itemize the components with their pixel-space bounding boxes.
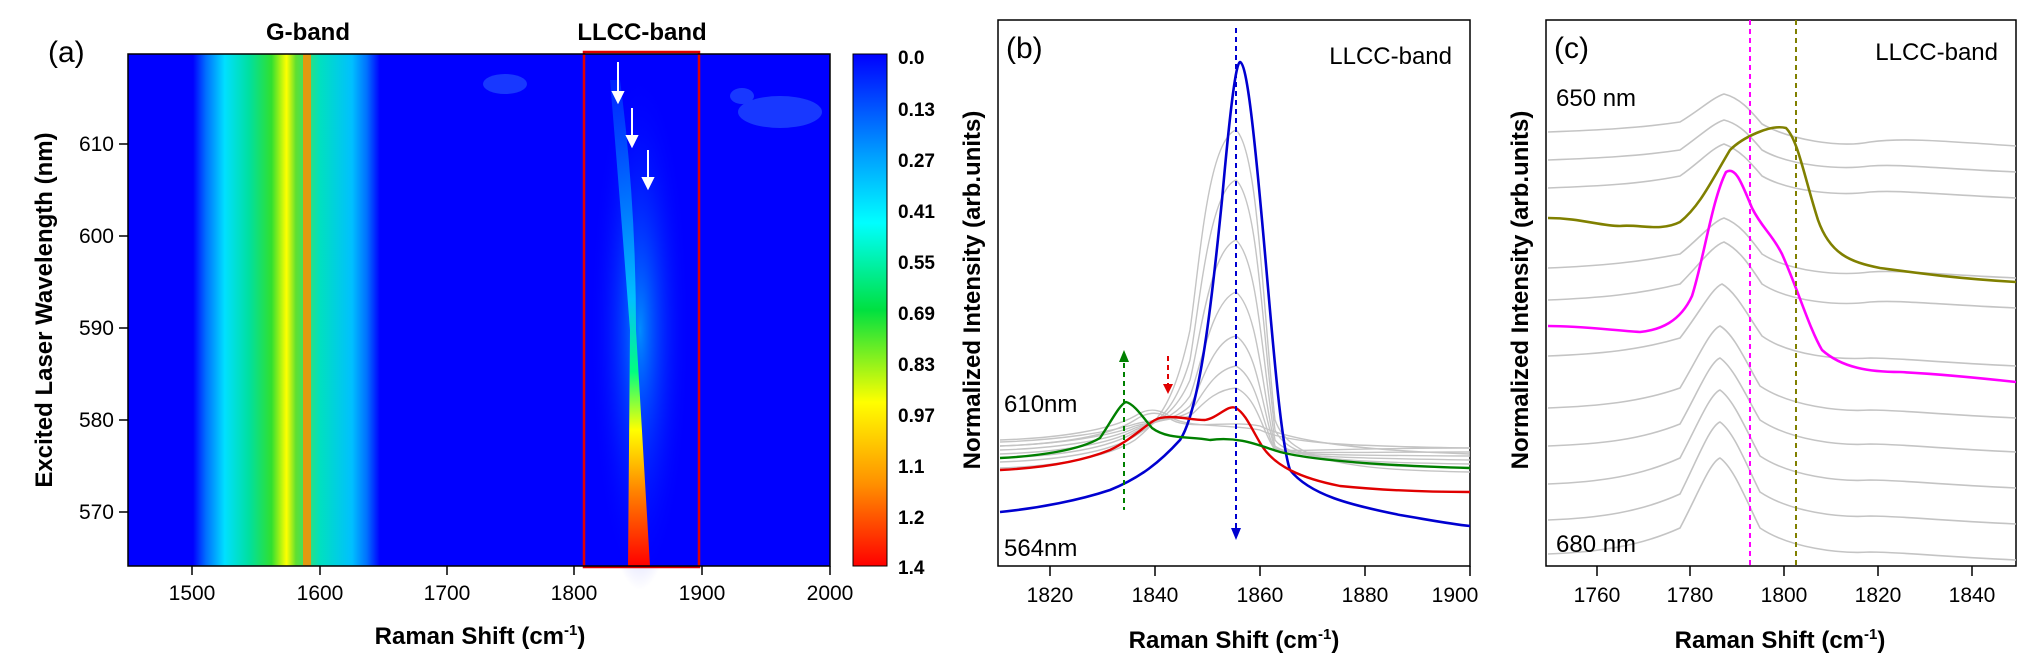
c-series-magenta: [1547, 169, 2017, 384]
g-band-stripe: [193, 54, 380, 566]
colorbar: 0.0 0.13 0.27 0.41 0.55 0.69 0.83 0.97 1…: [852, 48, 935, 579]
cbar-tick-2: 0.27: [898, 151, 935, 172]
panel-a-x-axis: 1500 1600 1700 1800 1900 2000: [169, 566, 854, 605]
cbar-tick-6: 0.83: [898, 355, 935, 376]
b-series-mid: [999, 406, 1471, 494]
panel-b: (b) LLCC-band 610nm 564nm: [959, 19, 1479, 654]
panel-a: (a) G-band LLCC-band: [31, 19, 935, 650]
a-ytick-610: 610: [79, 133, 114, 156]
a-ytick-570: 570: [79, 501, 114, 524]
noise-blob-1: [483, 74, 527, 94]
a-xtick-1600: 1600: [297, 582, 344, 605]
panel-c: (c) LLCC-band 650 nm 680 nm: [1507, 19, 2017, 654]
a-y-axis-label: Excited Laser Wavelength (nm): [31, 132, 58, 487]
cbar-tick-7: 0.97: [898, 406, 935, 427]
panel-b-label: (b): [1006, 32, 1043, 65]
c-annotation-650nm: 650 nm: [1556, 85, 1636, 112]
llcc-highlight-box: [582, 50, 701, 569]
c-xtick-1820: 1820: [1855, 584, 1902, 607]
a-xtick-1800: 1800: [551, 582, 598, 605]
panel-c-title: LLCC-band: [1875, 39, 1998, 66]
b-annotation-564nm: 564nm: [1004, 535, 1077, 562]
cbar-tick-5: 0.69: [898, 304, 935, 325]
b-xtick-1860: 1860: [1237, 584, 1284, 607]
b-xtick-1880: 1880: [1342, 584, 1389, 607]
b-x-axis-label: Raman Shift (cm-1): [1129, 626, 1340, 654]
b-marker-lines: [1119, 28, 1241, 540]
panel-b-title: LLCC-band: [1329, 43, 1452, 70]
noise-blob-3: [730, 88, 754, 104]
cbar-tick-4: 0.55: [898, 253, 935, 274]
b-gray-spectra: [999, 129, 1471, 473]
cbar-tick-3: 0.41: [898, 202, 935, 223]
llcc-band-label: LLCC-band: [577, 19, 706, 46]
llcc-band-glow: [590, 70, 690, 590]
c-xtick-1840: 1840: [1949, 584, 1996, 607]
cbar-tick-1: 0.13: [898, 100, 935, 121]
panel-b-frame: [997, 19, 1471, 567]
panel-a-label: (a): [48, 36, 85, 69]
c-x-axis-label: Raman Shift (cm-1): [1675, 626, 1886, 654]
b-xtick-1900: 1900: [1432, 584, 1479, 607]
cbar-tick-9: 1.2: [898, 508, 924, 529]
b-xtick-1840: 1840: [1132, 584, 1179, 607]
c-series-olive: [1547, 126, 2017, 284]
panel-c-frame: [1545, 19, 2017, 567]
c-gray-spectra: [1547, 93, 2017, 561]
b-xtick-1820: 1820: [1027, 584, 1074, 607]
cbar-tick-10: 1.4: [898, 558, 925, 579]
noise-blob-2: [738, 96, 822, 128]
a-xtick-1900: 1900: [679, 582, 726, 605]
b-series-564nm: [999, 60, 1471, 528]
a-xtick-2000: 2000: [807, 582, 854, 605]
panel-b-x-axis: 1820 1840 1860 1880 1900: [1027, 566, 1479, 607]
llcc-band-streak: [610, 80, 650, 566]
heatmap: [127, 50, 831, 590]
shift-arrows: [611, 62, 655, 191]
panel-a-y-axis: 570 580 590 600 610: [79, 133, 128, 524]
a-ytick-600: 600: [79, 225, 114, 248]
b-y-axis-label: Normalized Intensity (arb.units): [959, 111, 986, 470]
a-xtick-1700: 1700: [424, 582, 471, 605]
a-x-axis-label: Raman Shift (cm-1): [375, 622, 586, 650]
a-ytick-580: 580: [79, 409, 114, 432]
c-xtick-1800: 1800: [1761, 584, 1808, 607]
c-xtick-1760: 1760: [1574, 584, 1621, 607]
heatmap-frame: [127, 53, 831, 567]
a-ytick-590: 590: [79, 317, 114, 340]
c-y-axis-label: Normalized Intensity (arb.units): [1507, 111, 1534, 470]
a-xtick-1500: 1500: [169, 582, 216, 605]
b-annotation-610nm: 610nm: [1004, 391, 1077, 418]
c-xtick-1780: 1780: [1667, 584, 1714, 607]
colorbar-gradient: [852, 53, 888, 567]
c-annotation-680nm: 680 nm: [1556, 531, 1636, 558]
cbar-tick-0: 0.0: [898, 48, 924, 69]
panel-c-x-axis: 1760 1780 1800 1820 1840: [1574, 566, 1996, 607]
b-series-610nm: [999, 400, 1471, 470]
g-band-peak-line: [303, 54, 311, 566]
g-band-label: G-band: [266, 19, 350, 46]
c-marker-lines: [1749, 20, 1797, 566]
cbar-tick-8: 1.1: [898, 457, 925, 478]
panel-c-label: (c): [1554, 32, 1589, 65]
